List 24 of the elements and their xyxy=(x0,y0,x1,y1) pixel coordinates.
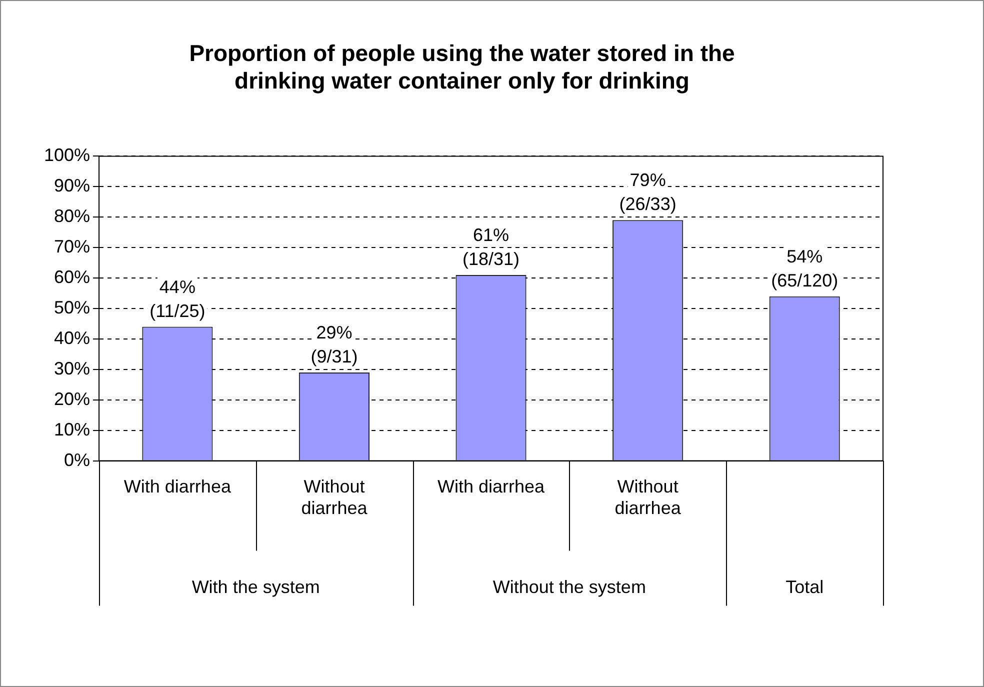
text: With the system xyxy=(192,576,320,597)
y-tick-label: 50% xyxy=(54,297,90,318)
y-tick-label: 20% xyxy=(54,388,90,409)
y-tick-label: 90% xyxy=(54,176,90,196)
y-tick-label: 40% xyxy=(54,328,90,348)
data-label: 54% (65/120) xyxy=(771,246,838,290)
text: Total xyxy=(786,576,824,597)
data-label: 44% (11/25) xyxy=(150,276,206,321)
y-tick-label: 30% xyxy=(54,358,90,378)
x-tick-label: Without diarrhea xyxy=(301,476,368,518)
y-tick-label: 60% xyxy=(54,267,90,288)
y-tick-label: 10% xyxy=(54,419,90,440)
x-tick-label: With diarrhea xyxy=(437,476,546,497)
chart-title: Proportion of people using the water stored in the drinking water container only for drinking xyxy=(189,40,735,94)
x-tick-label: Without diarrhea xyxy=(614,476,682,518)
data-label: 79% (26/33) xyxy=(619,170,676,214)
y-tick-label: 80% xyxy=(54,206,90,226)
data-label: 61% (18/31) xyxy=(462,224,520,269)
x-tick-label: With diarrhea xyxy=(124,476,232,497)
y-tick-label: 70% xyxy=(54,236,90,257)
data-label: 29% (9/31) xyxy=(310,322,358,366)
y-tick-label: 0% xyxy=(64,450,90,470)
y-tick-label: 100% xyxy=(44,145,90,166)
text: Without the system xyxy=(492,576,646,597)
